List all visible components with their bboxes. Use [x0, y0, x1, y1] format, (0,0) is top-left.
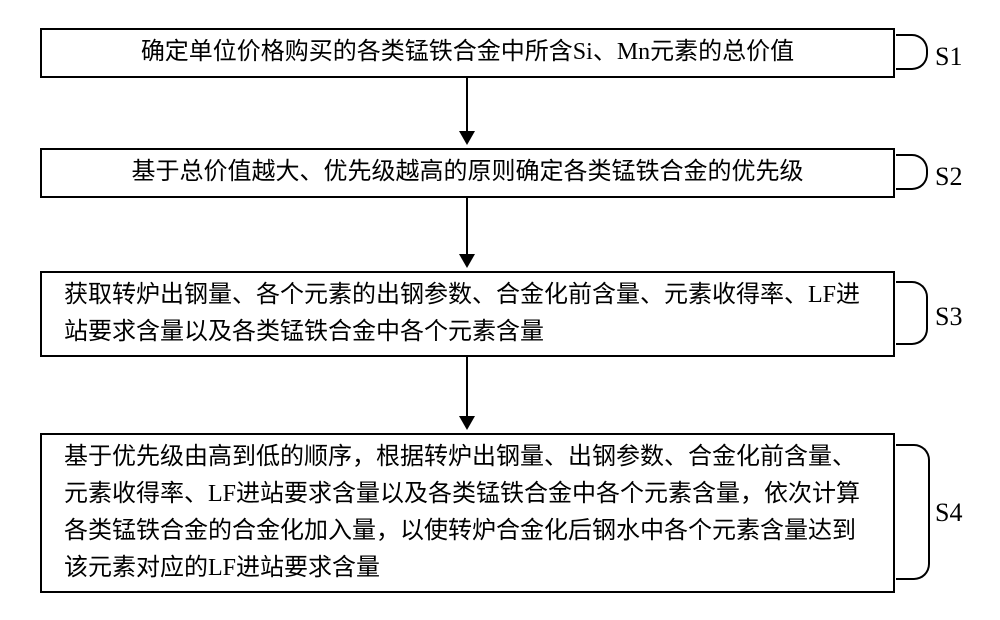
arrow-shaft	[466, 78, 468, 132]
step-label-connector	[896, 154, 928, 190]
step-label-s4: S4	[935, 498, 962, 528]
flow-arrow-s3-s4	[459, 357, 475, 430]
flow-step-text: 获取转炉出钢量、各个元素的出钢参数、合金化前含量、元素收得率、LF进站要求含量以…	[64, 277, 871, 351]
step-label-connector	[896, 444, 930, 580]
flow-arrow-s1-s2	[459, 78, 475, 145]
flow-step-text: 确定单位价格购买的各类锰铁合金中所含Si、Mn元素的总价值	[60, 34, 875, 71]
arrow-shaft	[466, 357, 468, 417]
arrow-shaft	[466, 198, 468, 255]
flow-step-s3: 获取转炉出钢量、各个元素的出钢参数、合金化前含量、元素收得率、LF进站要求含量以…	[40, 271, 895, 357]
flow-step-s1: 确定单位价格购买的各类锰铁合金中所含Si、Mn元素的总价值	[40, 28, 895, 78]
step-label-s3: S3	[935, 302, 962, 332]
step-label-s1: S1	[935, 42, 962, 72]
flow-step-text: 基于优先级由高到低的顺序，根据转炉出钢量、出钢参数、合金化前含量、元素收得率、L…	[64, 439, 871, 588]
flow-step-s4: 基于优先级由高到低的顺序，根据转炉出钢量、出钢参数、合金化前含量、元素收得率、L…	[40, 433, 895, 593]
arrow-head-icon	[459, 254, 475, 268]
step-label-connector	[896, 281, 928, 345]
step-label-connector	[896, 34, 928, 70]
arrow-head-icon	[459, 416, 475, 430]
flow-step-s2: 基于总价值越大、优先级越高的原则确定各类锰铁合金的优先级	[40, 148, 895, 198]
flow-step-text: 基于总价值越大、优先级越高的原则确定各类锰铁合金的优先级	[60, 154, 875, 191]
arrow-head-icon	[459, 131, 475, 145]
flow-arrow-s2-s3	[459, 198, 475, 268]
step-label-s2: S2	[935, 162, 962, 192]
